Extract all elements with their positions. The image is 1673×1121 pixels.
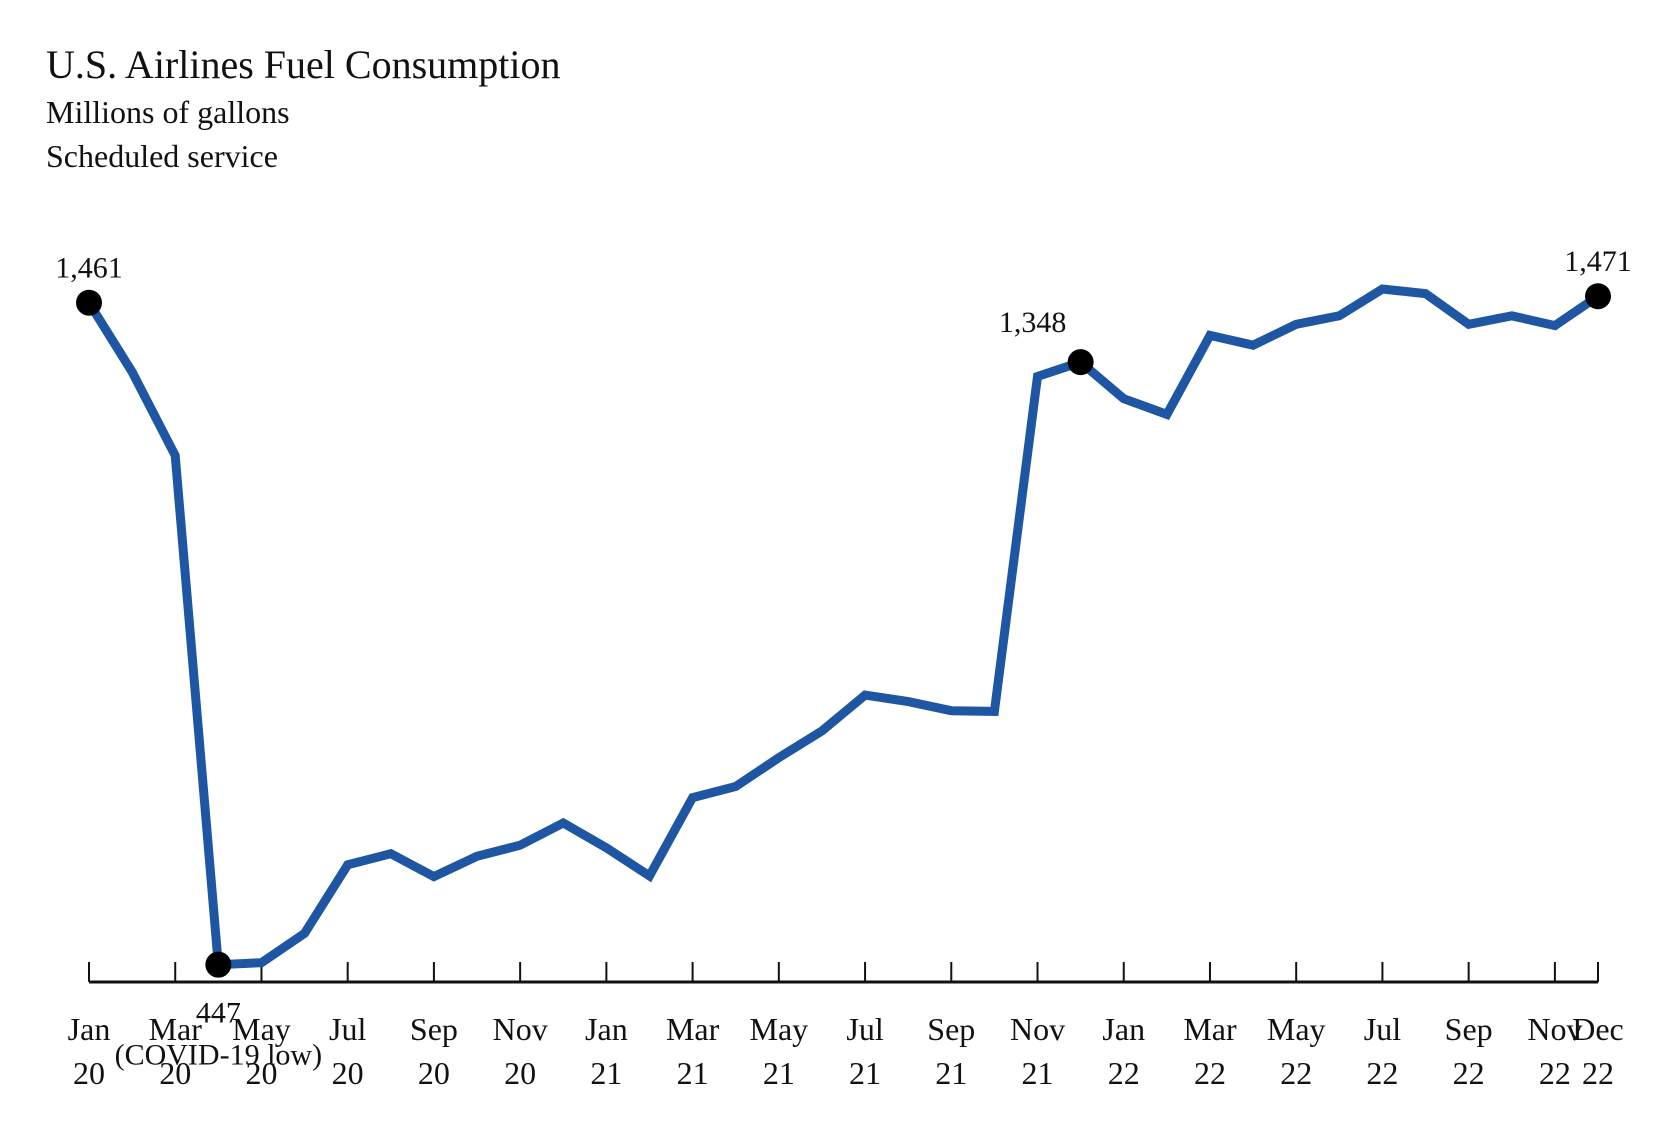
x-tick-label-month-nov-20: Nov <box>493 1011 548 1047</box>
marker-dec-22 <box>1585 283 1611 310</box>
x-tick-label-month-sep-21: Sep <box>927 1011 975 1047</box>
x-tick-label-year-nov-20: 20 <box>504 1055 536 1091</box>
x-tick-label-year-jul-21: 21 <box>849 1055 881 1091</box>
x-tick-label-year-mar-22: 22 <box>1194 1055 1226 1091</box>
x-tick-label-year-jul-22: 22 <box>1366 1055 1398 1091</box>
x-tick-label-month-jan-22: Jan <box>1102 1011 1145 1047</box>
annotation-label-apr-20: 447 <box>196 997 241 1030</box>
x-tick-label-month-may-20: May <box>232 1011 291 1047</box>
marker-apr-20 <box>205 951 232 978</box>
chart-header: U.S. Airlines Fuel Consumption Millions … <box>46 40 561 178</box>
chart-subtitle-service: Scheduled service <box>46 138 278 174</box>
x-tick-label-year-jan-20: 20 <box>73 1055 105 1091</box>
x-tick-label-month-may-22: May <box>1267 1011 1326 1047</box>
annotation-label-dec-22: 1,471 <box>1564 245 1632 278</box>
x-axis-tick-labels: Jan 20 Mar 20 May 20 Jul 20 Sep 20 Nov 20 Jan 21 Mar 21… <box>68 1011 1624 1091</box>
x-tick-label-year-sep-21: 21 <box>935 1055 967 1091</box>
x-tick-label-month-jan-20: Jan <box>68 1011 111 1047</box>
x-tick-label-month-sep-20: Sep <box>410 1011 458 1047</box>
marker-jan-20 <box>76 289 102 316</box>
series-line <box>84 284 1603 970</box>
x-tick-label-year-sep-20: 20 <box>418 1055 450 1091</box>
marker-dec-21 <box>1067 349 1094 376</box>
x-tick-label-month-mar-20: Mar <box>149 1011 203 1047</box>
x-tick-label-year-may-22: 22 <box>1280 1055 1312 1091</box>
x-tick-label-year-sep-22: 22 <box>1453 1055 1485 1091</box>
annotation-labels: 1,461 447 (COVID-19 low) 1,348 1,471 <box>55 245 1632 1071</box>
x-tick-label-month-dec-22: Dec <box>1572 1011 1624 1047</box>
x-tick-label-year-jan-21: 21 <box>590 1055 622 1091</box>
x-tick-label-year-nov-22: 22 <box>1539 1055 1571 1091</box>
x-tick-label-year-jul-20: 20 <box>332 1055 364 1091</box>
x-tick-label-month-jul-22: Jul <box>1364 1011 1401 1047</box>
x-tick-label-year-dec-22: 22 <box>1582 1055 1614 1091</box>
annotation-note-apr-20: (COVID-19 low) <box>115 1039 322 1072</box>
x-tick-label-year-may-20: 20 <box>245 1055 277 1091</box>
x-tick-label-month-jan-21: Jan <box>585 1011 628 1047</box>
annotation-label-dec-21: 1,348 <box>999 306 1067 339</box>
annotation-markers <box>76 283 1611 978</box>
x-tick-label-month-nov-21: Nov <box>1010 1011 1065 1047</box>
annotation-label-jan-20: 1,461 <box>55 252 123 285</box>
x-tick-label-month-nov-22: Nov <box>1527 1011 1582 1047</box>
x-tick-label-year-nov-21: 21 <box>1022 1055 1054 1091</box>
x-tick-label-month-mar-21: Mar <box>666 1011 720 1047</box>
x-tick-label-month-jul-20: Jul <box>329 1011 366 1047</box>
x-tick-label-year-may-21: 21 <box>763 1055 795 1091</box>
x-tick-label-month-sep-22: Sep <box>1445 1011 1493 1047</box>
x-tick-label-year-mar-21: 21 <box>677 1055 709 1091</box>
chart-subtitle-units: Millions of gallons <box>46 94 290 130</box>
x-tick-label-year-mar-20: 20 <box>159 1055 191 1091</box>
chart-title: U.S. Airlines Fuel Consumption <box>46 42 561 87</box>
x-tick-label-month-may-21: May <box>750 1011 809 1047</box>
x-tick-label-month-jul-21: Jul <box>846 1011 883 1047</box>
x-tick-label-month-mar-22: Mar <box>1183 1011 1237 1047</box>
x-axis-ticks <box>88 962 1599 982</box>
x-tick-label-year-jan-22: 22 <box>1108 1055 1140 1091</box>
